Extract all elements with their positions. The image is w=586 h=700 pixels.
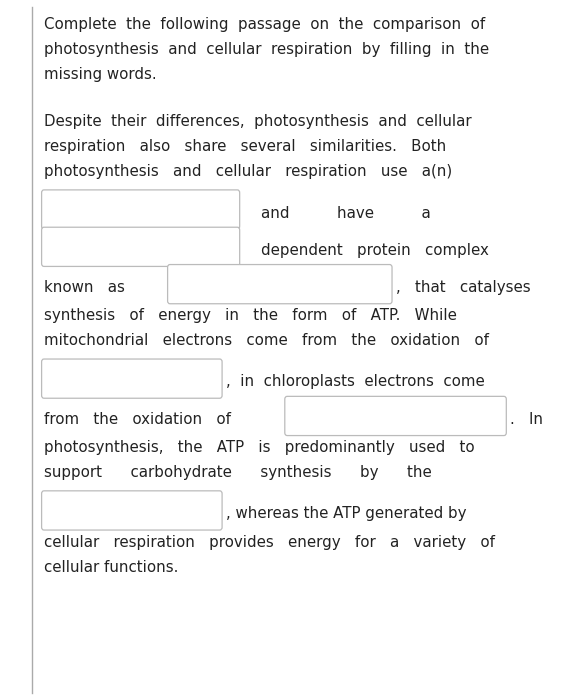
Text: Despite  their  differences,  photosynthesis  and  cellular: Despite their differences, photosynthesi… [44,114,472,130]
Text: and          have          a: and have a [261,206,431,221]
Text: Complete  the  following  passage  on  the  comparison  of: Complete the following passage on the co… [44,18,485,32]
FancyBboxPatch shape [42,491,222,530]
Text: dependent   protein   complex: dependent protein complex [261,244,489,258]
Text: missing words.: missing words. [44,67,156,82]
Text: known   as: known as [44,280,125,295]
Text: from   the   oxidation   of: from the oxidation of [44,412,231,427]
FancyBboxPatch shape [42,228,240,267]
Text: , whereas the ATP generated by: , whereas the ATP generated by [226,506,466,522]
Text: photosynthesis  and  cellular  respiration  by  filling  in  the: photosynthesis and cellular respiration … [44,42,489,57]
FancyBboxPatch shape [42,359,222,398]
Text: photosynthesis,   the   ATP   is   predominantly   used   to: photosynthesis, the ATP is predominantly… [44,440,475,455]
Text: photosynthesis   and   cellular   respiration   use   a(n): photosynthesis and cellular respiration … [44,164,452,179]
Text: support      carbohydrate      synthesis      by      the: support carbohydrate synthesis by the [44,465,432,480]
Text: .   In: . In [510,412,543,427]
Text: ,  in  chloroplasts  electrons  come: , in chloroplasts electrons come [226,374,485,389]
Text: respiration   also   share   several   similarities.   Both: respiration also share several similarit… [44,139,446,154]
Text: cellular   respiration   provides   energy   for   a   variety   of: cellular respiration provides energy for… [44,535,495,550]
FancyBboxPatch shape [168,265,392,304]
FancyBboxPatch shape [42,190,240,229]
FancyBboxPatch shape [285,396,506,435]
Text: cellular functions.: cellular functions. [44,559,178,575]
Text: ,   that   catalyses: , that catalyses [396,280,530,295]
Text: mitochondrial   electrons   come   from   the   oxidation   of: mitochondrial electrons come from the ox… [44,333,489,349]
Text: synthesis   of   energy   in   the   form   of   ATP.   While: synthesis of energy in the form of ATP. … [44,309,457,323]
